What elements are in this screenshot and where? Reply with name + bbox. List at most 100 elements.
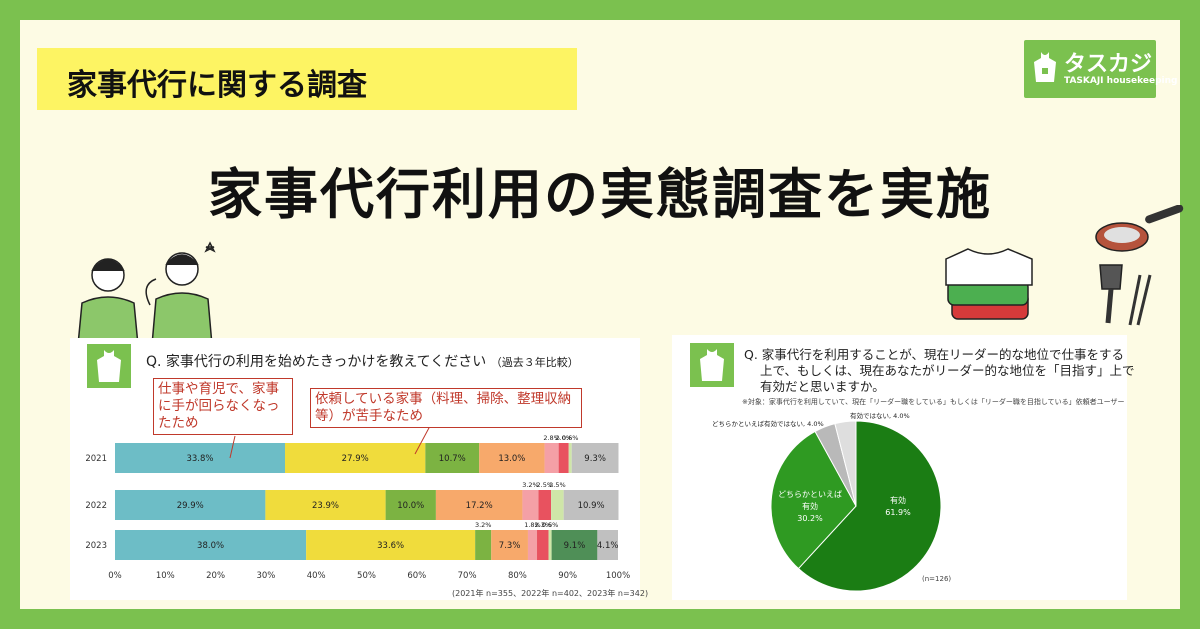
bar-value-label: 9.3% <box>584 454 606 464</box>
pie-slice <box>770 430 857 570</box>
bar-value-label: 33.8% <box>186 454 213 464</box>
left-question: Q. 家事代行の利用を始めたきっかけを教えてください （過去３年比較） <box>146 351 579 371</box>
x-tick-label: 100% <box>606 571 630 581</box>
bar-value-label: 0.6% <box>562 434 579 442</box>
brand-name: タスカジ <box>1064 52 1153 77</box>
x-tick-label: 50% <box>357 571 376 581</box>
bar-segment <box>527 530 538 560</box>
section-tag: 家事代行に関する調査 <box>37 48 577 110</box>
bar-value-label: 10.0% <box>397 501 424 511</box>
bar-segment <box>558 443 569 473</box>
bar-value-label: 0.6% <box>542 521 559 529</box>
right-question-line3: 有効だと思いますか。 <box>760 379 885 394</box>
bar-value-label: 23.9% <box>312 501 339 511</box>
pie-outside-label: 有効ではない, 4.0% <box>850 411 910 420</box>
bar-value-label: 10.9% <box>578 501 605 511</box>
bar-segment <box>544 443 559 473</box>
pie-slice <box>834 420 857 507</box>
x-tick-label: 20% <box>206 571 225 581</box>
left-chart-card: Q. 家事代行の利用を始めたきっかけを教えてください （過去３年比較） (202… <box>70 338 648 600</box>
bar-value-label: 2.0% <box>555 434 572 442</box>
pie-label: 有効 <box>802 501 818 511</box>
bar-value-label: 13.0% <box>498 454 525 464</box>
bar-segment <box>425 443 480 473</box>
brand-logo: タスカジ TASKAJI housekeeping <box>1024 40 1177 98</box>
bar-segment <box>285 443 426 473</box>
pie-value: 30.2% <box>797 514 823 523</box>
workers-illustration <box>77 241 216 345</box>
x-tick-label: 70% <box>458 571 477 581</box>
pie-label: どちらかといえば <box>778 490 842 499</box>
callout-work-childcare: 仕事や育児で、家事に手が回らなくなったため <box>153 378 293 435</box>
left-question-note: （過去３年比較） <box>490 356 579 369</box>
page-title: 家事代行利用の実態調査を実施 <box>208 163 992 226</box>
bar-segment <box>537 530 549 560</box>
bar-value-label: 33.6% <box>377 541 404 551</box>
card-logo <box>690 343 734 387</box>
bar-segment <box>115 490 266 520</box>
x-tick-label: 40% <box>307 571 326 581</box>
section-tag-text: 家事代行に関する調査 <box>67 68 367 103</box>
bar-segment <box>522 490 539 520</box>
right-chart-card: Q. 家事代行を利用することが、現在リーダー的な地位で仕事をする 上で、もしくは… <box>672 335 1135 600</box>
bar-segment <box>551 530 598 560</box>
bar-segment <box>265 490 386 520</box>
x-tick-label: 0% <box>108 571 122 581</box>
bar-value-label: 2.8% <box>543 434 560 442</box>
pie-chart: 有効 61.9% どちらかといえば有効 30.2% どちらかといえば有効ではない, 4.… <box>712 411 942 592</box>
apron-icon <box>1034 52 1056 82</box>
kitchen-tools-illustration <box>1095 205 1184 326</box>
left-question-text: Q. 家事代行の利用を始めたきっかけを教えてください <box>146 354 487 370</box>
bar-segment <box>115 530 307 560</box>
bar-value-label: 3.2% <box>475 521 492 529</box>
x-tick-label: 90% <box>558 571 577 581</box>
bar-segment <box>306 530 476 560</box>
bar-segment <box>571 443 619 473</box>
bar-segment <box>115 443 286 473</box>
x-tick-label: 60% <box>407 571 426 581</box>
bar-value-label: 2.5% <box>537 481 554 489</box>
pie-value: 61.9% <box>885 508 911 517</box>
year-label: 2023 <box>85 541 107 551</box>
right-n-label: (n=126) <box>922 575 952 583</box>
bar-value-label: 2.3% <box>535 521 552 529</box>
bar-segment <box>435 490 523 520</box>
right-target-note: ※対象：家事代行を利用していて、現在「リーダー職をしている」もしくは「リーダー職… <box>742 398 1125 406</box>
x-tick-label: 10% <box>156 571 175 581</box>
pie-outside-label: どちらかといえば有効ではない, 4.0% <box>712 419 824 428</box>
callout-pointer <box>414 425 431 455</box>
bar-value-label: 29.9% <box>177 501 204 511</box>
apron-icon <box>700 349 724 381</box>
bar-value-label: 10.7% <box>439 454 466 464</box>
bar-value-label: 9.1% <box>564 541 586 551</box>
bar-value-label: 27.9% <box>342 454 369 464</box>
bar-segment <box>563 490 619 520</box>
bar-value-label: 1.8% <box>524 521 541 529</box>
bar-segment <box>597 530 618 560</box>
bar-segment <box>475 530 492 560</box>
card-logo <box>87 344 131 388</box>
bar-segment <box>551 490 564 520</box>
bar-value-label: 2.5% <box>549 481 566 489</box>
left-footnote: (2021年 n=355、2022年 n=402、2023年 n=342) <box>452 589 649 598</box>
bar-chart: 2021 33.8% 27.9% 10.7% 13.0%2.8%2.0%0.6%9.3%… <box>85 425 630 581</box>
laundry-illustration <box>945 248 1033 320</box>
right-question-line2: 上で、もしくは、現在あなたがリーダー的な地位を「目指す」上で <box>760 363 1135 378</box>
bar-value-label: 17.2% <box>466 501 493 511</box>
year-label: 2022 <box>85 501 107 511</box>
bar-value-label: 4.1% <box>597 541 619 551</box>
pie-label: 有効 <box>890 495 906 505</box>
callout-pointer <box>229 435 236 459</box>
right-question-line1: Q. 家事代行を利用することが、現在リーダー的な地位で仕事をする <box>744 347 1125 362</box>
bar-segment <box>548 530 552 560</box>
brand-subtitle: TASKAJI housekeeping <box>1064 76 1178 86</box>
year-label: 2021 <box>85 454 107 464</box>
bar-value-label: 3.2% <box>522 481 539 489</box>
bar-segment <box>568 443 572 473</box>
apron-icon <box>97 350 121 382</box>
x-tick-label: 80% <box>508 571 527 581</box>
x-tick-label: 30% <box>256 571 275 581</box>
bar-value-label: 38.0% <box>197 541 224 551</box>
bar-segment <box>479 443 545 473</box>
pie-slice <box>797 420 942 592</box>
